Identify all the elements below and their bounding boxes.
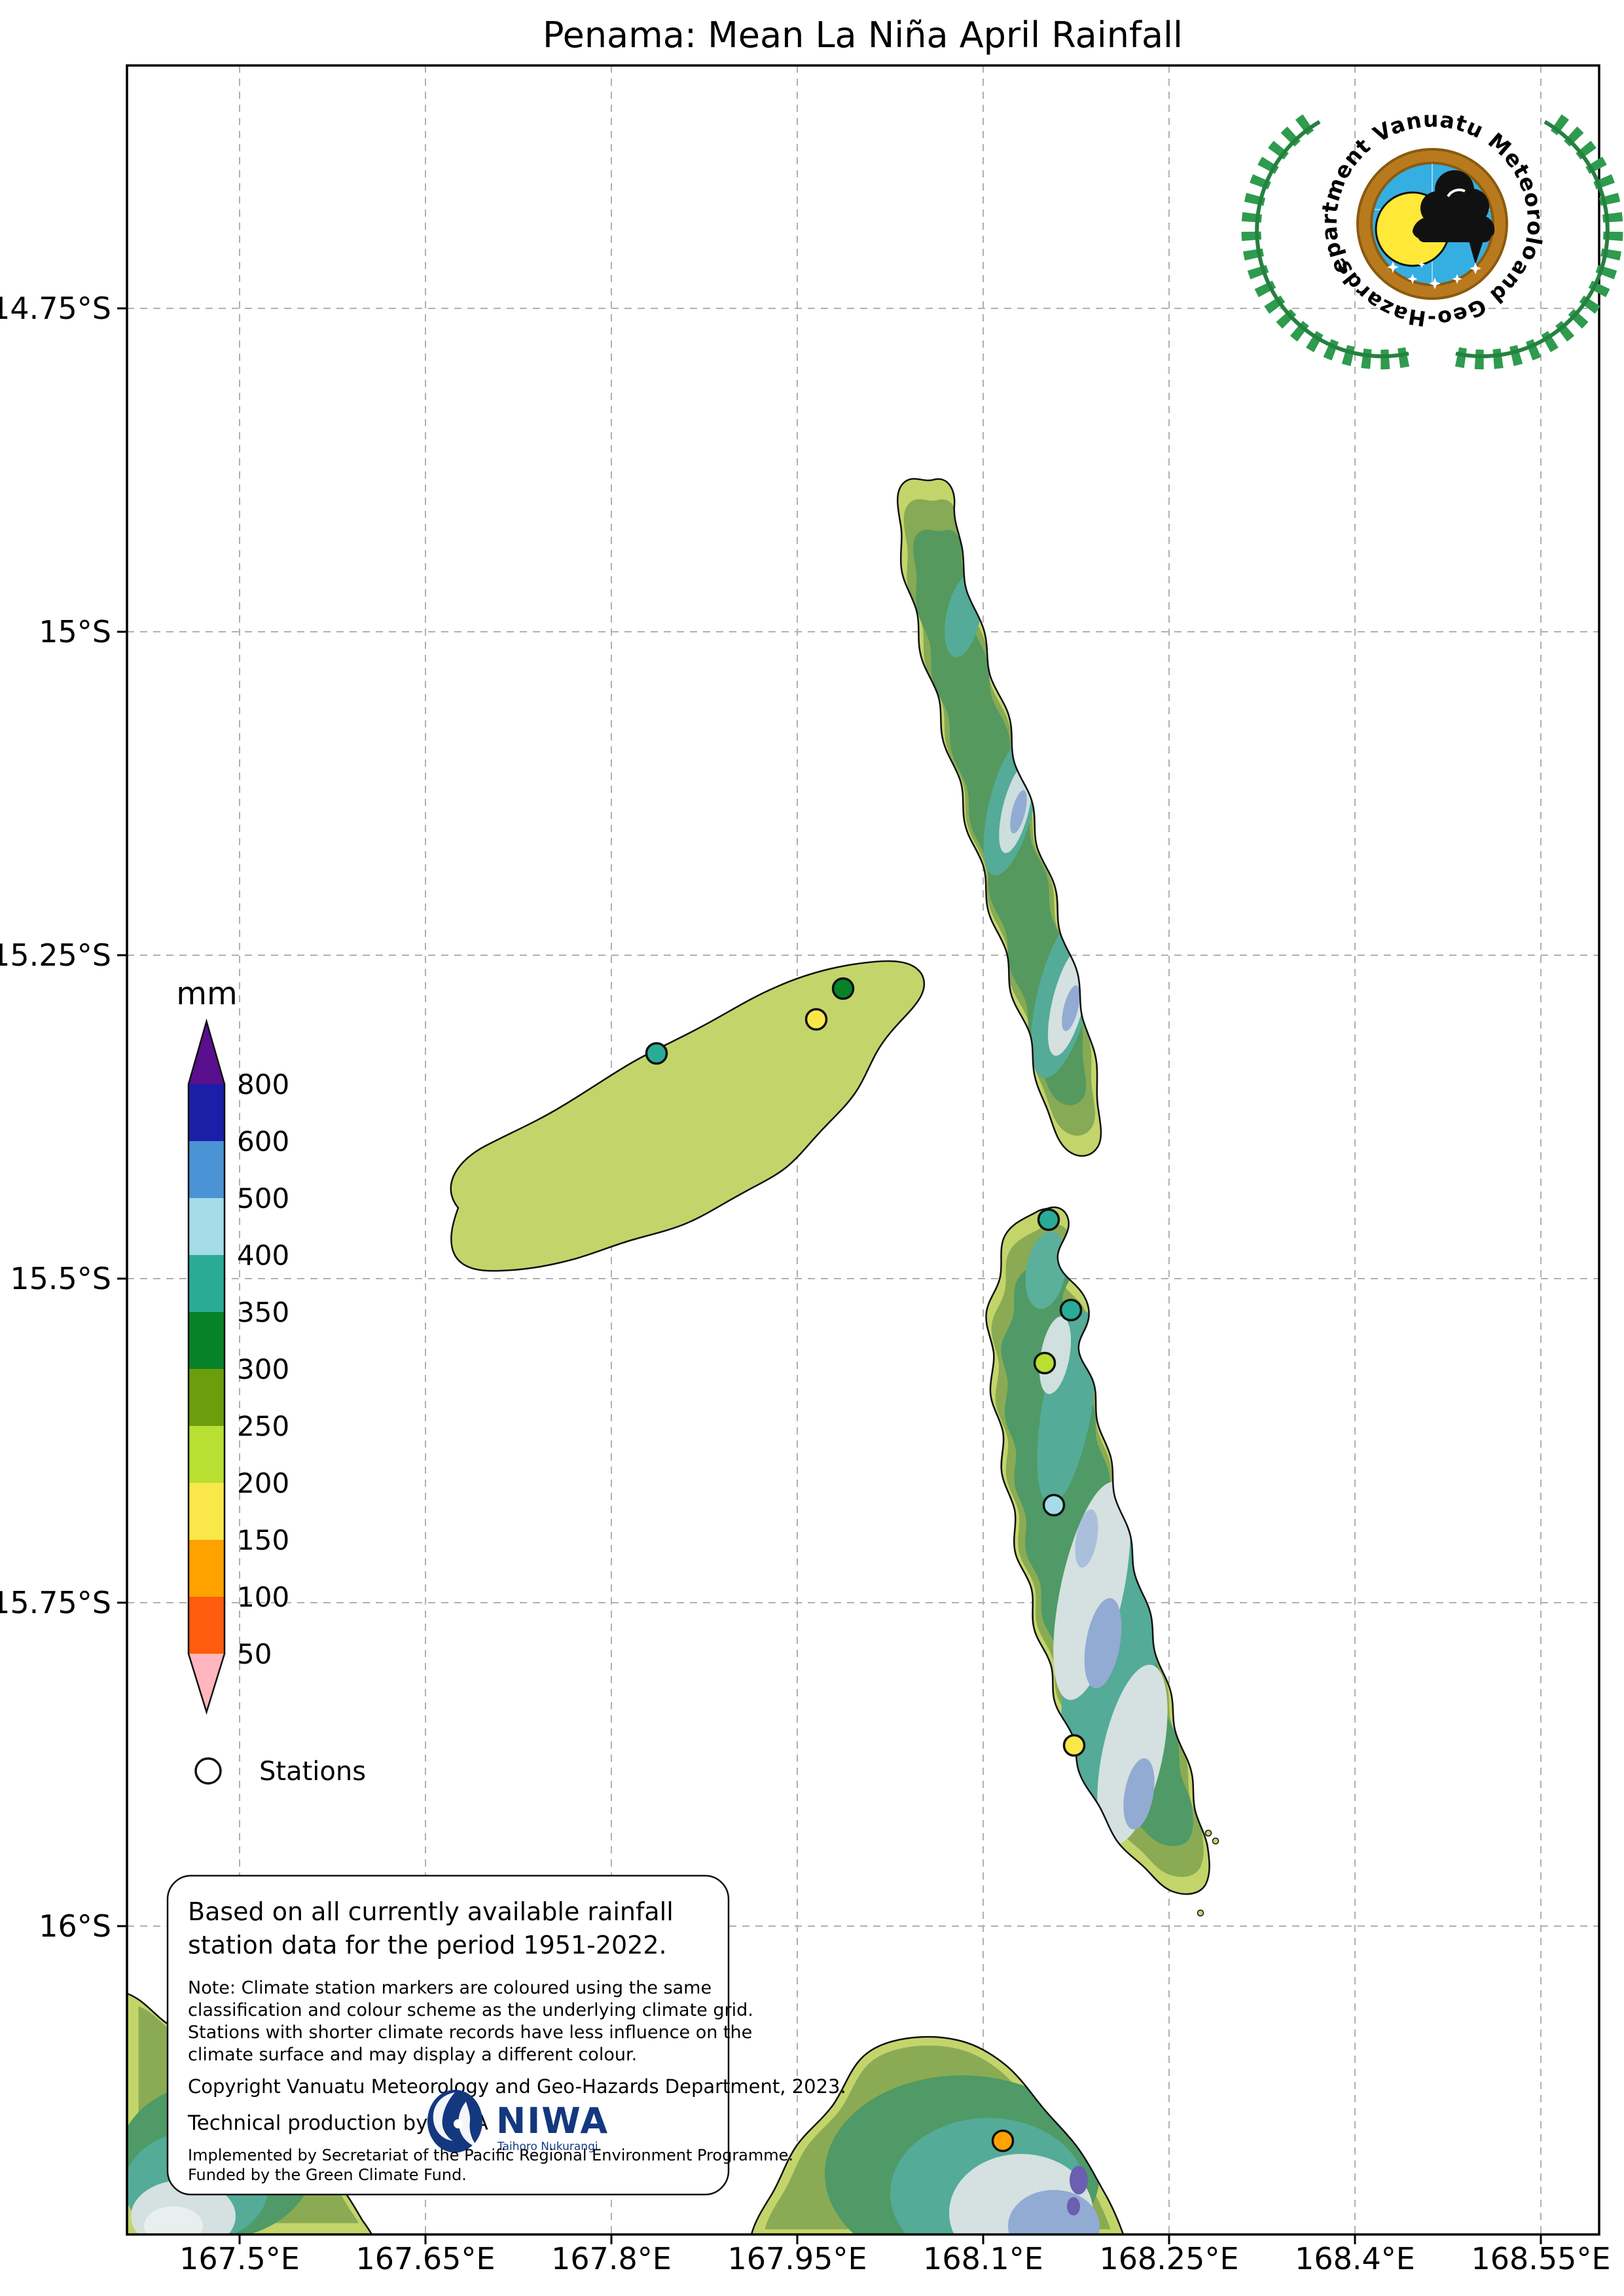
colorbar-block xyxy=(189,1141,225,1198)
station-legend-icon xyxy=(194,1757,222,1785)
colorbar-arrow-bottom xyxy=(189,1654,225,1712)
wreath-left-icon xyxy=(1241,109,1410,370)
x-tick-label: 167.65°E xyxy=(355,2241,495,2276)
info-implemented: Implemented by Secretariat of the Pacifi… xyxy=(188,2146,793,2164)
colorbar-tick-label: 50 xyxy=(237,1638,272,1670)
colorbar-outline xyxy=(187,1018,226,1715)
stations-legend: Stations xyxy=(194,1757,366,1787)
island-pentecost xyxy=(985,1206,1210,1895)
info-note-3: Stations with shorter climate records ha… xyxy=(188,2022,752,2043)
colorbar-arrow-top xyxy=(189,1021,225,1084)
station-marker xyxy=(831,977,855,1000)
islets xyxy=(1197,1829,1219,1917)
colorbar-tick-label: 200 xyxy=(237,1467,289,1499)
island-ambrym xyxy=(750,2035,1125,2236)
stations-legend-label: Stations xyxy=(259,1757,366,1787)
station-marker xyxy=(804,1008,828,1031)
islet xyxy=(1197,1909,1204,1917)
colorbar-tick-label: 600 xyxy=(237,1125,289,1157)
colorbar-tick-label: 400 xyxy=(237,1239,289,1271)
x-tick-label: 168.25°E xyxy=(1099,2241,1238,2276)
colorbar-tick-label: 300 xyxy=(237,1353,289,1385)
colorbar-block xyxy=(189,1597,225,1654)
colorbar-block xyxy=(189,1426,225,1483)
colorbar-tick-label: 250 xyxy=(237,1410,289,1442)
colorbar-title: mm xyxy=(176,975,238,1012)
info-note-2: classification and colour scheme as the … xyxy=(188,2000,753,2020)
info-funded: Funded by the Green Climate Fund. xyxy=(188,2166,467,2184)
plot-border xyxy=(126,64,1600,2236)
info-headline-1: Based on all currently available rainfal… xyxy=(188,1897,674,1926)
info-box: Based on all currently available rainfal… xyxy=(166,1874,846,2196)
colorbar-block xyxy=(189,1198,225,1255)
island-maewo xyxy=(896,478,1102,1157)
info-headline-2: station data for the period 1951-2022. xyxy=(188,1931,667,1959)
colorbar: mm 800 600 500 400 350 300 250 200 150 100 50 xyxy=(176,975,289,1715)
station-marker xyxy=(645,1042,668,1065)
station-markers xyxy=(645,977,1086,2153)
x-tick-label: 168.1°E xyxy=(923,2241,1043,2276)
islet xyxy=(1212,1837,1219,1845)
island-ambae xyxy=(450,960,926,1272)
colorbar-block xyxy=(189,1255,225,1312)
info-note-1: Note: Climate station markers are colour… xyxy=(188,1978,712,1998)
colorbar-block xyxy=(189,1312,225,1369)
page-title: Penama: Mean La Niña April Rainfall xyxy=(543,14,1183,56)
islet xyxy=(1204,1829,1212,1837)
emblem-ring-icon xyxy=(1358,150,1506,298)
y-tick-label: 15.25°S xyxy=(0,938,111,973)
x-tick-label: 167.95°E xyxy=(727,2241,867,2276)
y-tick-label: 16°S xyxy=(39,1908,111,1944)
station-marker xyxy=(1033,1351,1056,1375)
wreath-right-icon xyxy=(1454,109,1623,370)
colorbar-tick-label: 150 xyxy=(237,1524,289,1556)
station-marker xyxy=(1059,1298,1083,1322)
colorbar-block xyxy=(189,1483,225,1540)
x-tick-label: 167.8°E xyxy=(551,2241,672,2276)
niwa-tagline: Taihoro Nukurangi xyxy=(497,2140,598,2153)
y-tick-label: 15.5°S xyxy=(10,1261,111,1296)
colorbar-block xyxy=(189,1540,225,1597)
colorbar-block xyxy=(189,1084,225,1141)
colorbar-tick-label: 100 xyxy=(237,1581,289,1613)
niwa-logo: NIWA Taihoro Nukurangi xyxy=(427,2090,609,2153)
x-tick-label: 168.55°E xyxy=(1471,2241,1610,2276)
info-note-4: climate surface and may display a differ… xyxy=(188,2045,637,2065)
colorbar-tick-label: 350 xyxy=(237,1296,289,1328)
station-marker xyxy=(1037,1208,1060,1231)
station-marker xyxy=(1062,1734,1086,1757)
colorbar-tick-label: 800 xyxy=(237,1068,289,1101)
info-box-frame xyxy=(166,1874,730,2196)
info-copyright: Copyright Vanuatu Meteorology and Geo-Ha… xyxy=(188,2075,846,2098)
x-tick-label: 168.4°E xyxy=(1295,2241,1415,2276)
station-marker xyxy=(1042,1493,1066,1517)
niwa-name: NIWA xyxy=(496,2100,609,2141)
station-marker xyxy=(991,2129,1015,2153)
y-tick-label: 15°S xyxy=(39,614,111,649)
y-tick-label: 15.75°S xyxy=(0,1585,111,1620)
colorbar-tick-label: 500 xyxy=(237,1182,289,1214)
x-tick-label: 167.5°E xyxy=(179,2241,300,2276)
y-tick-label: 14.75°S xyxy=(0,291,111,326)
colorbar-block xyxy=(189,1369,225,1426)
emblem-cloud-icon xyxy=(1413,170,1495,264)
